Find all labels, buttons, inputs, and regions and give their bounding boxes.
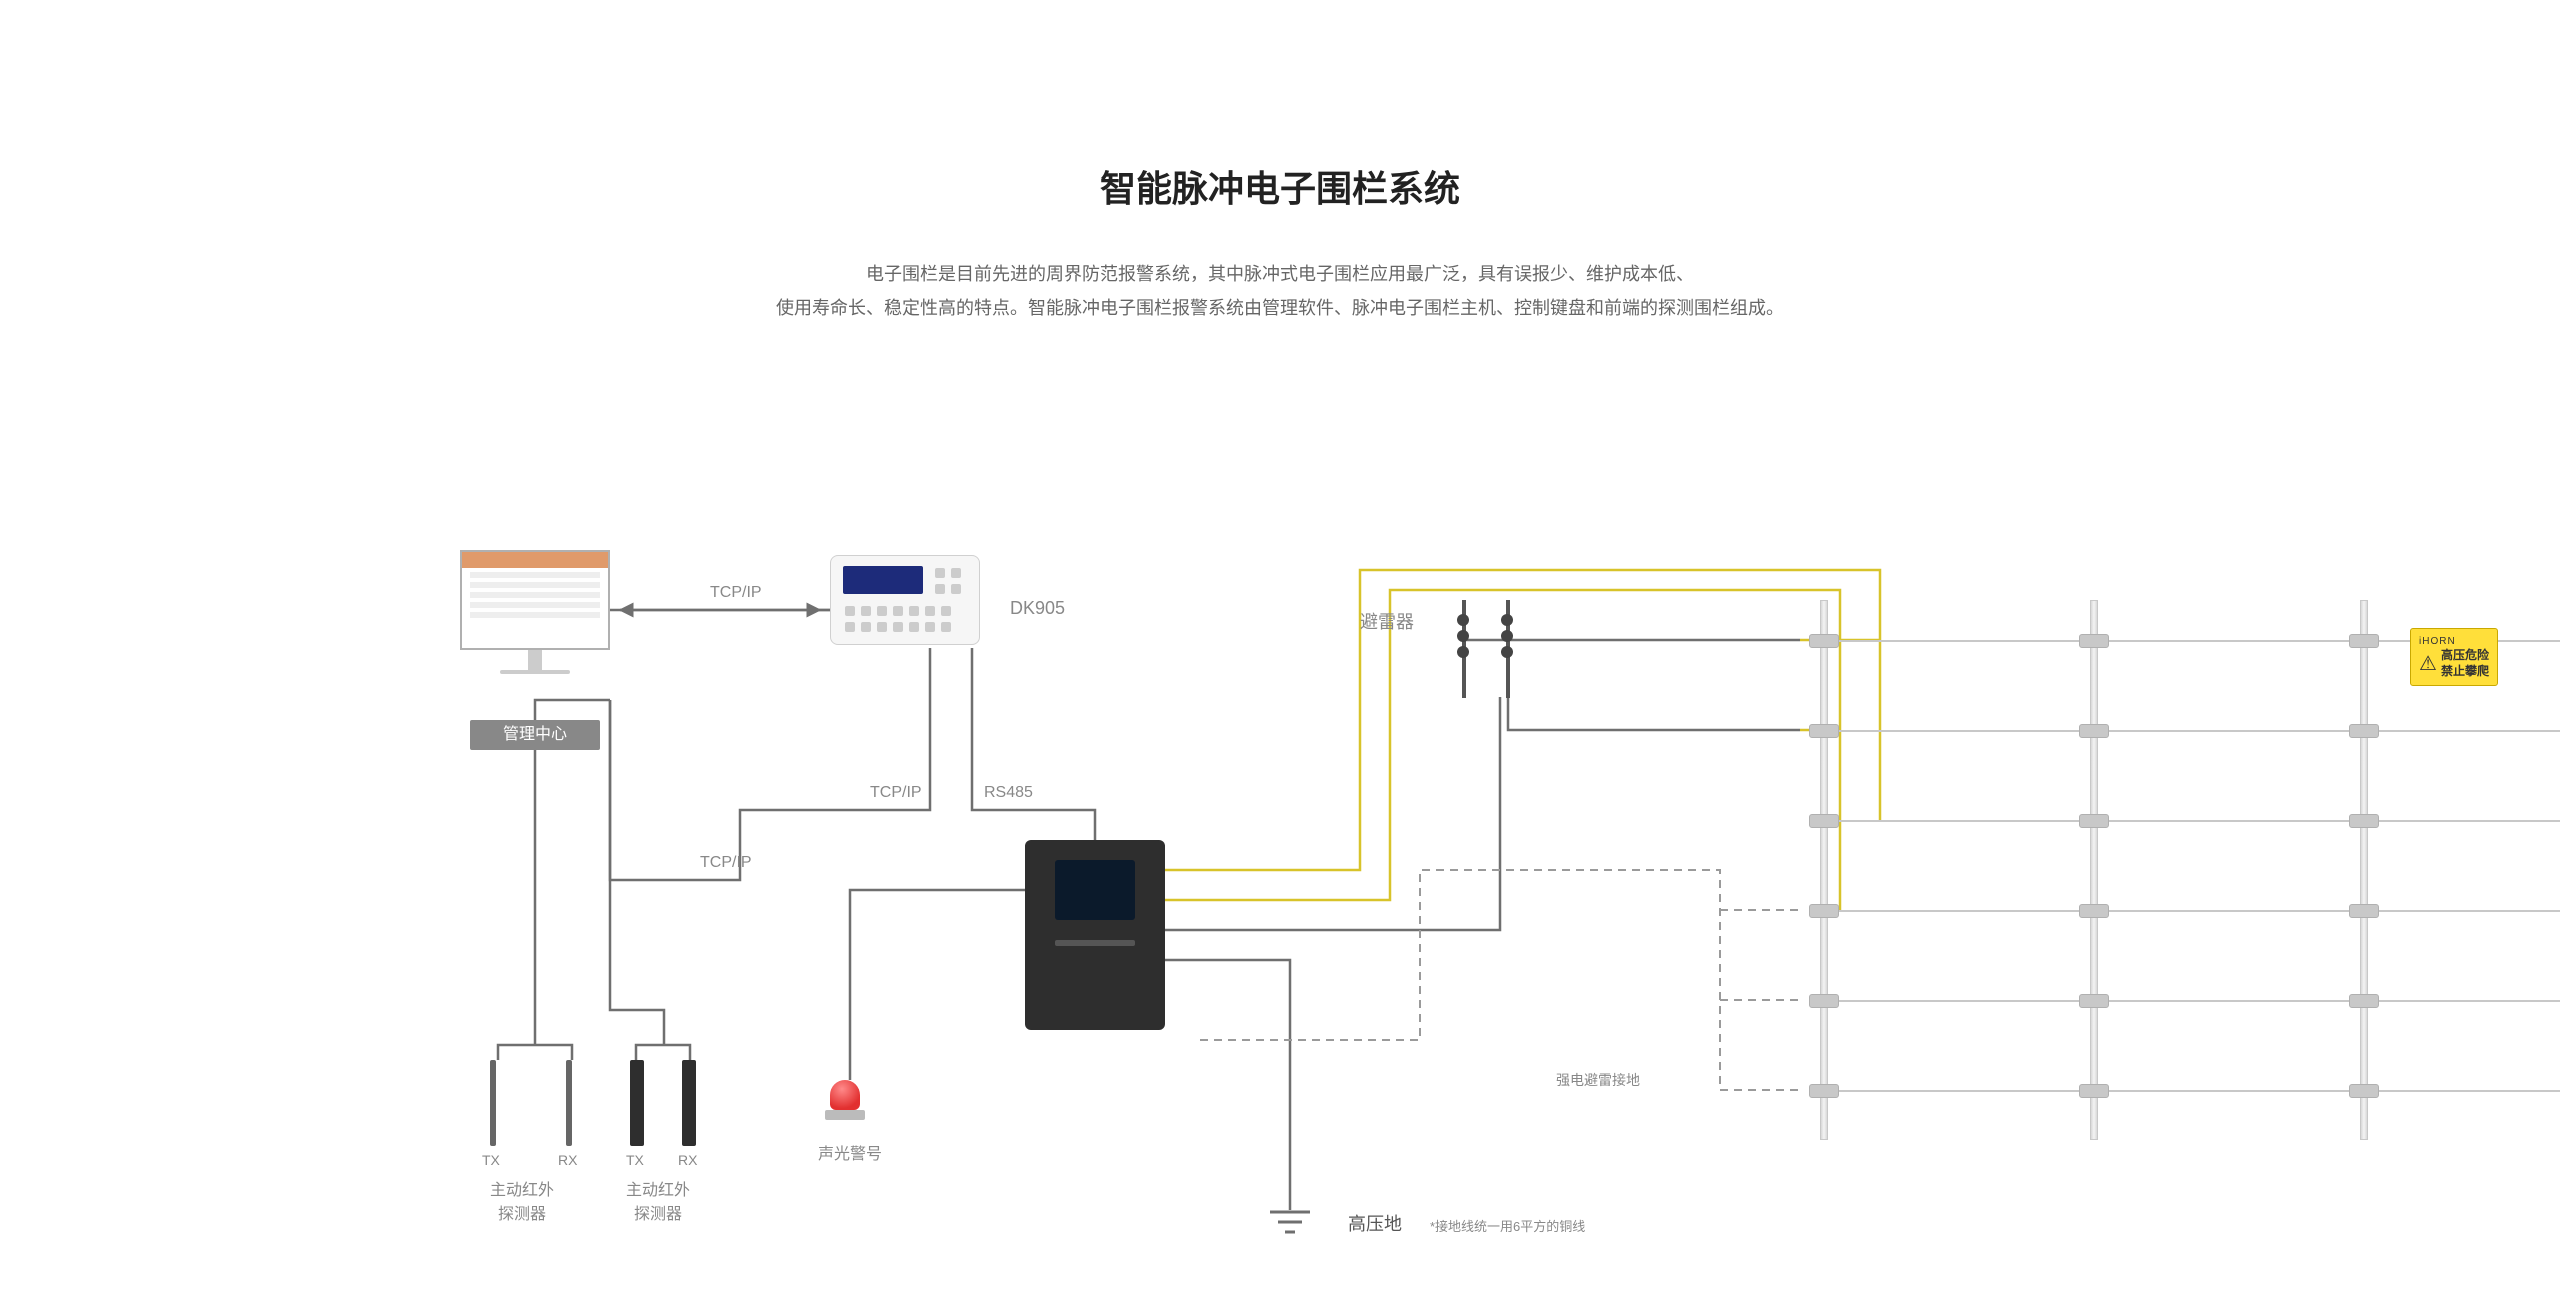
ir1-rx-label: RX <box>558 1152 577 1168</box>
management-center-badge: 管理中心 <box>470 720 600 750</box>
rs485-label: RS485 <box>984 784 1033 802</box>
alarm-lamp <box>830 1080 870 1120</box>
hv-ground-note: *接地线统一用6平方的铜线 <box>1430 1216 1585 1235</box>
fence-controller <box>1025 840 1165 1030</box>
page-desc-line2: 使用寿命长、稳定性高的特点。智能脉冲电子围栏报警系统由管理软件、脉冲电子围栏主机… <box>0 294 2560 320</box>
hv-ground-label: 高压地 <box>1348 1210 1402 1236</box>
tcpip-label-2: TCP/IP <box>870 784 922 802</box>
page-desc-line1: 电子围栏是目前先进的周界防范报警系统，其中脉冲式电子围栏应用最广泛，具有误报少、… <box>0 260 2560 286</box>
dk905-label: DK905 <box>1010 598 1065 619</box>
ir1-tx-label: TX <box>482 1152 500 1168</box>
ir2-tx <box>630 1060 644 1146</box>
ir2-rx-label: RX <box>678 1152 697 1168</box>
alarm-label: 声光警号 <box>818 1140 882 1164</box>
tcpip-label-3: TCP/IP <box>700 854 752 872</box>
dk905-keypad <box>830 555 980 645</box>
leak-ground-label: 强电避雷接地 <box>1556 1070 1640 1090</box>
lightning-arrester <box>1452 600 1532 700</box>
ir1-rx <box>566 1060 572 1146</box>
tcpip-label-1: TCP/IP <box>710 584 762 602</box>
management-monitor <box>460 550 610 700</box>
sign-line2: 禁止攀爬 <box>2441 664 2489 680</box>
ir1-tx <box>490 1060 496 1146</box>
arrester-label: 避雷器 <box>1360 608 1414 634</box>
ir1-caption: 主动红外 探测器 <box>490 1176 554 1224</box>
ir2-caption: 主动红外 探测器 <box>626 1176 690 1224</box>
page-title: 智能脉冲电子围栏系统 <box>0 160 2560 212</box>
hv-warning-sign: iHORN ⚠ 高压危险 禁止攀爬 <box>2410 628 2498 686</box>
ir2-rx <box>682 1060 696 1146</box>
ir2-tx-label: TX <box>626 1152 644 1168</box>
sign-line1: 高压危险 <box>2441 648 2489 664</box>
